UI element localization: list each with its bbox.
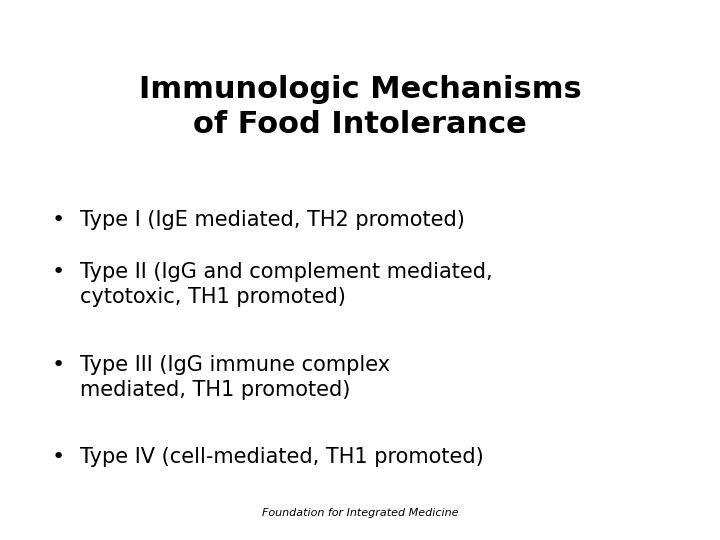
Text: Type IV (cell-mediated, TH1 promoted): Type IV (cell-mediated, TH1 promoted): [80, 447, 484, 467]
Text: Immunologic Mechanisms
of Food Intolerance: Immunologic Mechanisms of Food Intoleran…: [139, 75, 581, 139]
Text: Type I (IgE mediated, TH2 promoted): Type I (IgE mediated, TH2 promoted): [80, 210, 465, 230]
Text: •: •: [51, 210, 65, 230]
Text: •: •: [51, 447, 65, 467]
Text: •: •: [51, 262, 65, 282]
Text: Foundation for Integrated Medicine: Foundation for Integrated Medicine: [262, 508, 458, 518]
Text: •: •: [51, 355, 65, 375]
Text: Type II (IgG and complement mediated,
cytotoxic, TH1 promoted): Type II (IgG and complement mediated, cy…: [80, 262, 492, 307]
Text: Type III (IgG immune complex
mediated, TH1 promoted): Type III (IgG immune complex mediated, T…: [80, 355, 390, 400]
